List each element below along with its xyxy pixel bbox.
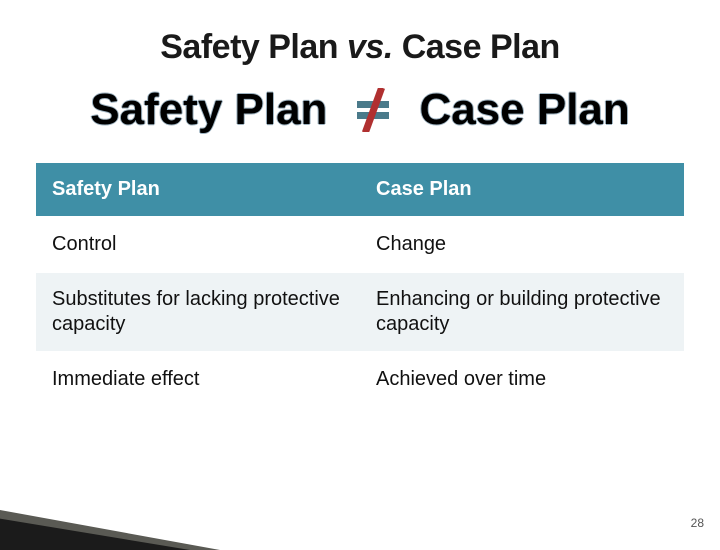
cell: Change: [360, 217, 684, 272]
comparison-heading-row: Safety Plan Case Plan: [0, 85, 720, 135]
cell: Substitutes for lacking protective capac…: [36, 272, 360, 352]
cell: Control: [36, 217, 360, 272]
col-header-safety: Safety Plan: [36, 163, 360, 217]
swoosh-main: [0, 512, 190, 550]
swoosh-shade: [0, 510, 220, 550]
decorative-swoosh: [0, 490, 220, 550]
table-row: Substitutes for lacking protective capac…: [36, 272, 684, 352]
page-number: 28: [691, 516, 704, 530]
table-row: Control Change: [36, 217, 684, 272]
not-equal-icon: [351, 88, 395, 132]
col-header-case: Case Plan: [360, 163, 684, 217]
cell: Achieved over time: [360, 352, 684, 407]
comparison-table: Safety Plan Case Plan Control Change Sub…: [36, 163, 684, 408]
table-row: Immediate effect Achieved over time: [36, 352, 684, 407]
neq-slash: [362, 88, 385, 132]
heading-case-plan: Case Plan: [419, 85, 629, 135]
table-header-row: Safety Plan Case Plan: [36, 163, 684, 217]
title-vs: vs.: [347, 28, 393, 66]
cell: Enhancing or building protective capacit…: [360, 272, 684, 352]
cell: Immediate effect: [36, 352, 360, 407]
title-left: Safety Plan: [160, 28, 347, 66]
heading-safety-plan: Safety Plan: [90, 85, 327, 135]
slide-title: Safety Plan vs. Case Plan: [0, 0, 720, 67]
title-right: Case Plan: [393, 28, 560, 66]
